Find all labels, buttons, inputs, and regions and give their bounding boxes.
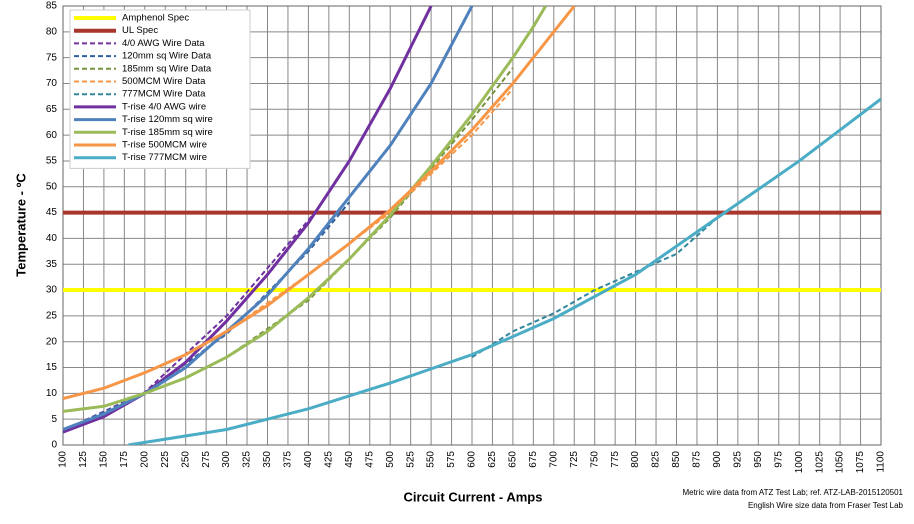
y-tick-label: 75 [46, 52, 58, 63]
legend-label: T-rise 4/0 AWG wire [122, 101, 206, 112]
x-tick-label: 775 [610, 451, 621, 468]
y-tick-label: 85 [46, 1, 58, 12]
x-tick-label: 500 [385, 451, 396, 468]
x-tick-label: 975 [773, 451, 784, 468]
legend-label: T-rise 777MCM wire [122, 152, 207, 163]
x-tick-label: 325 [242, 451, 253, 468]
x-tick-label: 825 [651, 451, 662, 468]
x-tick-label: 925 [732, 451, 743, 468]
y-tick-label: 65 [46, 104, 58, 115]
y-tick-label: 80 [46, 26, 58, 37]
y-tick-label: 40 [46, 233, 58, 244]
x-tick-label: 100 [58, 451, 69, 468]
y-tick-label: 50 [46, 181, 58, 192]
series-line [128, 97, 881, 445]
footnote: Metric wire data from ATZ Test Lab; ref.… [682, 488, 903, 497]
y-tick-label: 15 [46, 362, 58, 373]
x-tick-label: 200 [139, 451, 150, 468]
x-tick-label: 625 [487, 451, 498, 468]
legend-label: T-rise 120mm sq wire [122, 114, 213, 125]
x-tick-label: 850 [671, 451, 682, 468]
x-tick-label: 150 [99, 451, 110, 468]
y-tick-label: 35 [46, 259, 58, 270]
x-tick-label: 350 [262, 451, 273, 468]
legend-label: UL Spec [122, 25, 158, 36]
x-tick-label: 275 [201, 451, 212, 468]
y-tick-label: 45 [46, 207, 58, 218]
legend-label: 777MCM Wire Data [122, 89, 206, 100]
legend-label: 120mm sq Wire Data [122, 51, 212, 62]
x-tick-label: 700 [548, 451, 559, 468]
y-tick-label: 5 [51, 414, 57, 425]
x-tick-label: 900 [712, 451, 723, 468]
x-tick-label: 1025 [814, 451, 825, 474]
y-tick-label: 55 [46, 156, 58, 167]
series-line [63, 6, 576, 400]
x-tick-label: 575 [446, 451, 457, 468]
legend-label: 185mm sq Wire Data [122, 63, 212, 74]
y-tick-label: 10 [46, 388, 58, 399]
legend-label: T-rise 185mm sq wire [122, 127, 213, 138]
x-tick-label: 225 [160, 451, 171, 468]
x-tick-label: 250 [180, 451, 191, 468]
y-tick-label: 70 [46, 78, 58, 89]
y-tick-label: 30 [46, 285, 58, 296]
x-tick-label: 750 [589, 451, 600, 468]
x-tick-label: 550 [426, 451, 437, 468]
series-line [63, 6, 474, 431]
y-tick-label: 25 [46, 311, 58, 322]
series-line [63, 6, 547, 413]
x-tick-label: 425 [323, 451, 334, 468]
x-axis-label: Circuit Current - Amps [404, 489, 543, 504]
x-tick-label: 300 [221, 451, 232, 468]
x-tick-label: 650 [508, 451, 519, 468]
legend-label: 500MCM Wire Data [122, 76, 206, 87]
x-tick-label: 400 [303, 451, 314, 468]
x-tick-label: 875 [692, 451, 703, 468]
x-tick-label: 1100 [876, 451, 887, 473]
y-tick-label: 60 [46, 130, 58, 141]
x-tick-label: 800 [630, 451, 641, 468]
x-tick-label: 125 [78, 451, 89, 468]
x-tick-label: 675 [528, 451, 539, 468]
x-tick-label: 475 [364, 451, 375, 468]
x-tick-label: 375 [283, 451, 294, 468]
x-tick-label: 1050 [835, 451, 846, 474]
legend-label: T-rise 500MCM wire [122, 140, 207, 151]
y-tick-label: 0 [51, 440, 57, 451]
x-tick-label: 1075 [855, 451, 866, 474]
legend-box [69, 9, 251, 169]
x-tick-label: 175 [119, 451, 130, 468]
x-tick-label: 725 [569, 451, 580, 468]
legend-label: 4/0 AWG Wire Data [122, 38, 205, 49]
x-tick-label: 950 [753, 451, 764, 468]
y-axis-label: Temperature - ºC [13, 173, 28, 277]
y-tick-label: 20 [46, 336, 58, 347]
x-tick-label: 450 [344, 451, 355, 468]
x-tick-label: 600 [467, 451, 478, 468]
footnote: English Wire size data from Fraser Test … [748, 501, 904, 510]
x-tick-label: 525 [405, 451, 416, 468]
series-line [471, 217, 719, 359]
x-tick-label: 1000 [794, 451, 805, 474]
legend-label: Amphenol Spec [122, 13, 189, 24]
